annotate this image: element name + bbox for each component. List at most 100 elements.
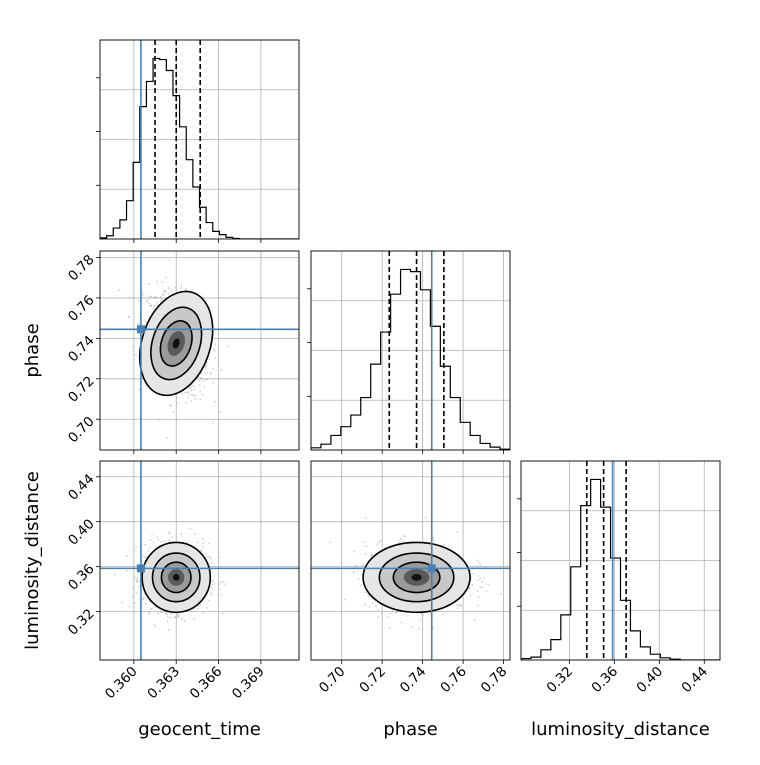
scatter-point [211, 583, 214, 586]
scatter-point [458, 603, 461, 606]
scatter-point [189, 393, 192, 396]
scatter-point [188, 387, 191, 390]
scatter-point [198, 379, 201, 382]
scatter-point [197, 607, 200, 610]
scatter-point [132, 345, 134, 348]
scatter-point [202, 612, 205, 615]
scatter-point [473, 619, 476, 621]
scatter-point [357, 578, 360, 581]
scatter-point [161, 298, 164, 301]
scatter-point [214, 357, 217, 360]
scatter-point [176, 613, 179, 616]
scatter-point [219, 588, 222, 591]
panel-frame [310, 250, 511, 451]
panel-frame [310, 460, 511, 661]
scatter-point [175, 616, 177, 619]
histogram-luminosity_distance [521, 478, 720, 660]
scatter-point [212, 382, 215, 384]
panel-geocent_time-phase: 0.70 0.72 0.74 0.76 0.78 [65, 250, 300, 454]
scatter-point [389, 612, 392, 615]
scatter-point [180, 619, 182, 621]
scatter-point [142, 294, 145, 296]
y-tick-label-luminosity_distance: 0.40 [65, 516, 98, 549]
scatter-point [460, 604, 462, 607]
scatter-point [376, 543, 379, 546]
scatter-point [171, 536, 174, 539]
scatter-point [145, 300, 148, 303]
scatter-point [214, 343, 217, 346]
scatter-point [205, 552, 208, 555]
scatter-point [135, 577, 137, 580]
scatter-point [167, 292, 170, 295]
scatter-point [396, 611, 398, 613]
scatter-point [153, 623, 155, 626]
scatter-point [163, 539, 166, 542]
scatter-point [199, 398, 202, 401]
scatter-point [186, 541, 189, 544]
scatter-point [202, 546, 205, 548]
scatter-point [200, 376, 203, 379]
scatter-point [196, 541, 199, 544]
y-axis-label-phase: phase [22, 323, 43, 377]
scatter-point [201, 538, 204, 540]
scatter-point [418, 627, 420, 630]
scatter-point [134, 353, 137, 356]
y-tick-label-phase: 0.70 [65, 414, 98, 447]
scatter-point [220, 593, 223, 596]
y-tick-label-phase: 0.72 [65, 373, 98, 406]
scatter-point [459, 604, 462, 607]
scatter-point [165, 613, 168, 616]
contour-level-2 [141, 541, 212, 614]
scatter-point [477, 596, 480, 599]
contour-level-0 [392, 561, 441, 594]
scatter-point [192, 395, 195, 397]
panel-content [311, 251, 510, 450]
x-tick-label-phase: 0.72 [356, 664, 389, 697]
scatter-point [150, 304, 153, 307]
scatter-point [386, 615, 389, 618]
scatter-point [212, 579, 215, 582]
scatter-point [205, 363, 208, 366]
scatter-point [180, 533, 183, 536]
scatter-point [168, 404, 171, 407]
scatter-point [168, 539, 171, 542]
scatter-point [410, 626, 413, 628]
scatter-point [164, 290, 167, 293]
scatter-point [217, 594, 220, 597]
scatter-point [192, 385, 195, 388]
scatter-point [126, 569, 129, 572]
density-level-4 [172, 338, 180, 349]
panel-phase-phase [307, 250, 511, 454]
scatter-point [378, 541, 381, 544]
scatter-point [173, 616, 176, 618]
scatter-point [149, 295, 152, 298]
scatter-point [149, 304, 152, 307]
scatter-point [152, 296, 155, 299]
contour-level-0 [160, 561, 192, 594]
scatter-point [144, 602, 147, 605]
scatter-point [138, 388, 141, 391]
scatter-point [160, 611, 163, 614]
scatter-point [388, 626, 391, 629]
scatter-point [154, 625, 157, 628]
scatter-point [479, 586, 482, 589]
scatter-point [401, 540, 404, 543]
scatter-point [181, 617, 184, 620]
scatter-point [364, 603, 367, 606]
scatter-point [141, 291, 144, 294]
scatter-point [144, 543, 147, 546]
scatter-point [159, 299, 162, 302]
scatter-point [152, 307, 155, 309]
scatter-point [219, 410, 222, 413]
scatter-point [193, 388, 196, 391]
y-axis-label-luminosity_distance: luminosity_distance [22, 471, 43, 650]
scatter-point [133, 575, 136, 578]
scatter-point [178, 613, 181, 616]
scatter-point [132, 297, 135, 299]
scatter-point [135, 579, 138, 582]
scatter-point [155, 296, 158, 299]
scatter-point [151, 607, 154, 610]
scatter-point [407, 615, 409, 617]
scatter-point [191, 393, 194, 396]
